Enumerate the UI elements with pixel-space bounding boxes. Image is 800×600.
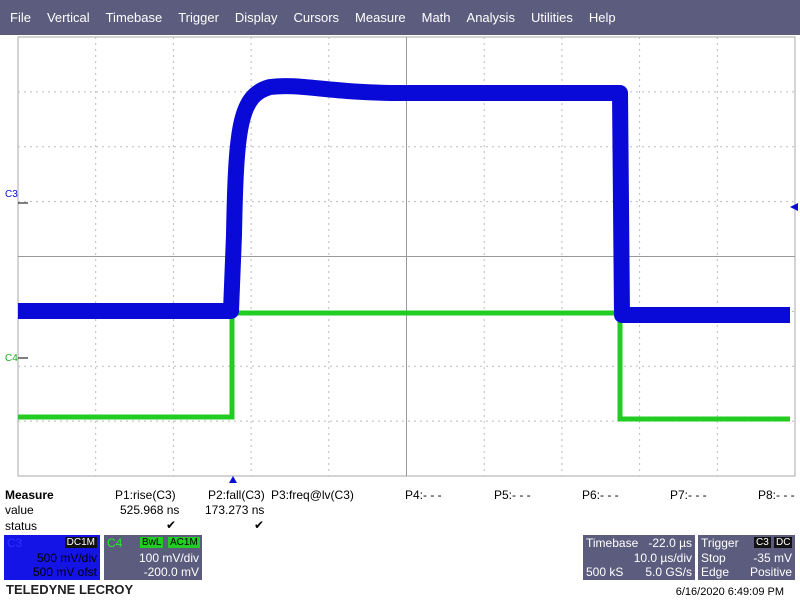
trigger-title: Trigger	[701, 536, 739, 550]
c3-label: C3	[7, 536, 23, 550]
trigger-box[interactable]: Trigger C3 DC Stop -35 mV Edge Positive	[698, 535, 795, 580]
trigger-level-marker	[790, 203, 798, 211]
menu-item[interactable]: Display	[234, 10, 278, 25]
timebase-samples: 500 kS	[586, 565, 624, 579]
trigger-coupling: DC	[774, 537, 793, 548]
menu-item[interactable]: Cursors	[293, 10, 340, 25]
measure-value: 525.968 ns	[120, 503, 180, 517]
trigger-level: -35 mV	[753, 551, 792, 565]
trigger-time-marker	[229, 476, 237, 483]
row-label: status	[5, 519, 38, 533]
measure-column: P2:fall(C3)	[208, 488, 265, 502]
menu-item[interactable]: Math	[421, 10, 451, 25]
trigger-mode: Stop	[701, 551, 726, 565]
c4-scale: 100 mV/div	[138, 551, 199, 565]
timebase-delay: -22.0 µs	[648, 536, 692, 550]
measure-status: ✔	[166, 518, 177, 532]
measure-title: Measure	[5, 488, 54, 502]
timebase-rate: 5.0 GS/s	[645, 565, 692, 579]
timebase-scale: 10.0 µs/div	[633, 551, 692, 565]
measure-column: P5:- - -	[494, 488, 531, 502]
measure-status: ✔	[254, 518, 265, 532]
timebase-box[interactable]: Timebase -22.0 µs 10.0 µs/div 500 kS 5.0…	[583, 535, 695, 580]
measure-column: P1:rise(C3)	[115, 488, 176, 502]
measure-column: P6:- - -	[582, 488, 619, 502]
menu-item[interactable]: Help	[588, 10, 616, 25]
c4-label: C4	[107, 536, 123, 550]
trigger-type: Edge	[701, 565, 730, 579]
c4-marker: C4	[5, 353, 18, 364]
c4-trace	[18, 310, 790, 422]
brand: TELEDYNE LECROY	[6, 582, 134, 597]
c4-bw: BwL	[140, 537, 164, 548]
c4-offset: -200.0 mV	[143, 565, 199, 579]
menu-item[interactable]: Trigger	[178, 10, 219, 25]
scope-display	[17, 36, 798, 483]
c3-scale: 500 mV/div	[36, 551, 97, 565]
menu-item[interactable]: Utilities	[530, 10, 573, 25]
c3-offset: 500 mV ofst	[32, 565, 97, 579]
menu-bar: File Vertical Timebase Trigger Display Cursor…	[0, 0, 800, 35]
menu-item[interactable]: Vertical	[46, 10, 90, 25]
menu-item[interactable]: Timebase	[105, 10, 163, 25]
trace-markers	[18, 202, 28, 359]
measure-column: P7:- - -	[670, 488, 707, 502]
c3-trace	[18, 78, 790, 323]
menu-item[interactable]: Analysis	[466, 10, 515, 25]
c3-coupling: DC1M	[64, 537, 97, 548]
trigger-slope: Positive	[749, 565, 792, 579]
center-axes	[18, 37, 795, 476]
measure-column: P8:- - -	[758, 488, 795, 502]
measure-column: P4:- - -	[405, 488, 442, 502]
row-label: value	[5, 503, 34, 517]
c3-marker: C3	[5, 189, 18, 200]
measure-column: P3:freq@lv(C3)	[271, 488, 354, 502]
measure-value: 173.273 ns	[205, 503, 265, 517]
c4-coupling: AC1M	[168, 537, 200, 548]
c4-box[interactable]: C4 BwL AC1M 100 mV/div -200.0 mV	[104, 535, 202, 580]
c3-box[interactable]: C3 DC1M 500 mV/div 500 mV ofst	[4, 535, 100, 580]
trigger-source: C3	[754, 537, 771, 548]
timebase-title: Timebase	[586, 536, 639, 550]
menu-item[interactable]: Measure	[355, 10, 406, 25]
menu-item[interactable]: File	[10, 10, 31, 25]
datetime: 6/16/2020 6:49:09 PM	[675, 586, 784, 598]
